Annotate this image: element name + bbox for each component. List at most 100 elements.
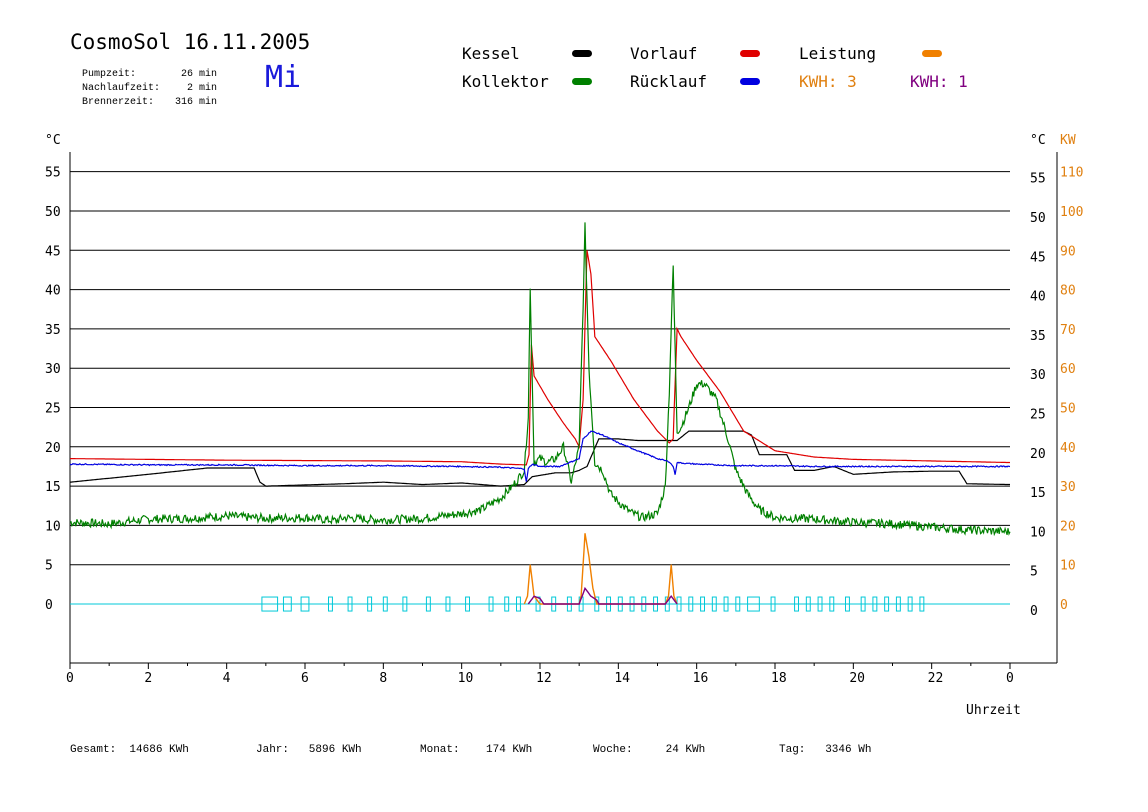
y-tick-label-right: 20 [1030,447,1046,462]
y-tick-label-left: 0 [45,598,53,613]
stat-label: Nachlaufzeit: [82,83,161,94]
pump-segment [282,596,292,612]
pump-segment [747,596,760,612]
y-tick-label-left: 50 [45,205,61,220]
y-tick-label-kw: 0 [1060,598,1068,613]
y-tick-label-right: 35 [1030,329,1046,344]
legend-kollektor-label: Kollektor [462,72,549,91]
y-tick-label-kw: 10 [1060,559,1076,574]
x-tick-label: 14 [614,671,630,686]
y-tick-label-right: 50 [1030,211,1046,226]
pump-segment [817,596,823,612]
legend-kollektor-swatch [572,78,592,85]
y-tick-label-right: 45 [1030,250,1046,265]
y-tick-label-left: 15 [45,480,61,495]
stat-pumpzeit: Pumpzeit: 26 min [70,58,217,80]
y-tick-label-right: 55 [1030,172,1046,187]
legend-kwh2: KWH: 1 [910,72,968,91]
weekday-label: Mi [265,60,302,95]
y-tick-label-kw: 110 [1060,166,1083,181]
pump-segment [770,596,776,612]
y-tick-label-left: 45 [45,244,61,259]
stat-label: Brennerzeit: [82,97,155,108]
pump-segment [425,596,431,612]
x-tick-label: 22 [928,671,944,686]
y-tick-label-kw: 90 [1060,244,1076,259]
legend-kwh1: KWH: 3 [799,72,857,91]
y-tick-label-kw: 40 [1060,441,1076,456]
series-line-kollektor [69,222,1011,537]
stat-value: 2 min [186,83,217,94]
y-tick-label-right: 25 [1030,408,1046,423]
x-tick-label: 12 [536,671,552,686]
pump-segment [488,596,494,612]
stat-value: 26 min [180,69,217,80]
x-tick-label: 6 [301,671,309,686]
x-tick-label: 10 [458,671,474,686]
x-tick-label: 16 [693,671,709,686]
legend-ruecklauf-label: Rücklauf [630,72,708,91]
pump-segment [872,596,878,612]
legend-leistung-swatch [922,50,942,57]
y-tick-label-kw: 100 [1060,205,1083,220]
series-line-vorlauf [70,250,1010,466]
y-tick-label-kw: 60 [1060,362,1076,377]
legend-vorlauf-swatch [740,50,760,57]
x-axis-label: Uhrzeit [966,703,1021,718]
x-tick-label: 8 [379,671,387,686]
pump-segment [895,596,901,612]
pump-segment [347,596,353,612]
y-tick-label-right: 30 [1030,368,1046,383]
footer-monat: Monat: 174 KWh [420,744,533,756]
y-tick-label-left: 30 [45,362,61,377]
pump-segment [445,596,451,612]
pump-segment [845,596,850,612]
legend-leistung-label: Leistung [799,44,877,63]
pump-segment [367,596,373,612]
pump-segment [884,596,890,612]
y-tick-label-right: 5 [1030,565,1038,580]
y-axis-unit-right: °C [1030,133,1046,148]
y-tick-label-left: 55 [45,166,61,181]
y-tick-label-left: 35 [45,323,61,338]
pump-segment [328,596,333,612]
footer-jahr: Jahr: 5896 KWh [256,744,362,756]
legend-vorlauf-label: Vorlauf [630,44,698,63]
stat-nachlaufzeit: Nachlaufzeit: 2 min [70,72,217,94]
pump-segment [504,596,510,612]
pump-segment [907,596,913,612]
legend-ruecklauf-swatch [740,78,760,85]
series-line-rücklauf [69,430,1011,482]
y-tick-label-kw: 50 [1060,402,1076,417]
y-tick-label-right: 15 [1030,486,1046,501]
footer-tag: Tag: 3346 Wh [779,744,872,756]
pump-segment [688,596,694,612]
stat-label: Pumpzeit: [82,69,137,80]
y-tick-label-left: 5 [45,559,53,574]
pump-segment [723,596,729,612]
footer-woche: Woche: 24 KWh [593,744,706,756]
pump-segment [402,596,408,612]
power-line [523,533,678,605]
stat-value: 316 min [174,97,217,108]
y-tick-label-left: 10 [45,519,61,534]
pump-segment [382,596,388,612]
y-tick-label-left: 20 [45,441,61,456]
y-tick-label-left: 40 [45,284,61,299]
series-line-kessel [69,430,1010,487]
pump-segment [676,596,682,612]
y-tick-label-kw: 80 [1060,284,1076,299]
chart-title: CosmoSol 16.11.2005 [70,30,311,54]
pump-segment [516,596,521,612]
pump-segment [300,596,310,612]
y-tick-label-right: 10 [1030,525,1046,540]
y-tick-label-right: 0 [1030,604,1038,619]
y-tick-label-kw: 70 [1060,323,1076,338]
x-tick-label: 20 [849,671,865,686]
pump-segment [261,596,279,612]
x-tick-label: 2 [144,671,152,686]
y-tick-label-left: 25 [45,402,61,417]
x-tick-label: 18 [771,671,787,686]
y-axis-unit-kw: KW [1060,133,1076,148]
